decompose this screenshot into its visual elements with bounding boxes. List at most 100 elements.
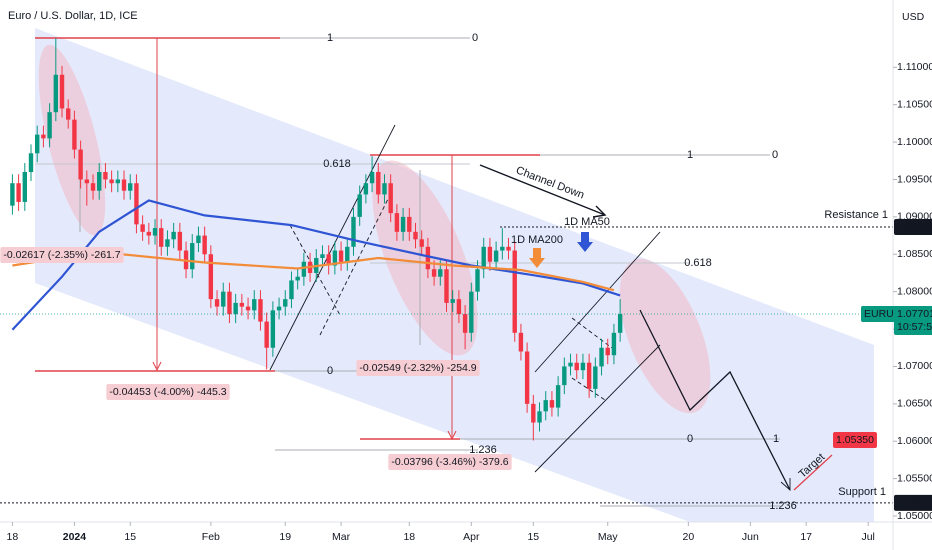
candle-body: [444, 269, 449, 303]
channel-line: [319, 194, 391, 336]
candle-body: [159, 228, 164, 247]
drawings: [35, 28, 874, 522]
candle-body: [388, 183, 393, 214]
measure-label-bg: [0, 247, 124, 263]
candle-body: [245, 306, 251, 311]
candle-body: [574, 362, 579, 371]
candle-body: [10, 183, 15, 206]
currency: USD: [902, 11, 925, 23]
candle-body: [593, 366, 598, 389]
y-tick-label: 1.06500: [897, 398, 932, 410]
y-tick-label: 1.07000: [897, 360, 932, 372]
candle-body: [90, 183, 96, 191]
last-price: 1.07701: [897, 308, 932, 320]
candle-body: [369, 172, 375, 184]
fib-label: 0: [772, 149, 778, 161]
candle-body: [295, 276, 300, 281]
x-tick-label: Mar: [332, 531, 351, 543]
chart-title: Euro / U.S. Dollar, 1D, ICE: [8, 10, 138, 22]
fib-label: 0: [327, 365, 333, 377]
candle-body: [351, 216, 356, 247]
y-tick-label: 1.10000: [897, 136, 932, 148]
candle-body: [109, 179, 114, 184]
candle-body: [605, 347, 610, 356]
measure-arrow: [447, 430, 457, 441]
y-tick-label: 1.05500: [897, 472, 932, 484]
candle-body: [326, 254, 331, 266]
candle-body: [338, 250, 344, 262]
candle-body: [140, 224, 145, 232]
candle-body: [438, 269, 443, 277]
support-label: Support 1: [838, 486, 886, 498]
candle-body: [152, 228, 158, 236]
candle-body: [121, 179, 127, 191]
candle-body: [16, 183, 21, 202]
candle-body: [59, 74, 65, 109]
measure-label: -0.02617 (-2.35%) -261.7: [3, 249, 120, 261]
candle-body: [568, 362, 573, 367]
candle-body: [28, 153, 34, 173]
support-price: 1.05175: [897, 497, 932, 509]
candle-body: [84, 179, 90, 184]
x-tick-label: 18: [403, 531, 415, 543]
fib-label: 0.618: [684, 257, 712, 269]
target-arrow: [793, 454, 833, 491]
y-tick-label: 1.08500: [897, 248, 932, 260]
x-tick-label: 18: [7, 531, 19, 543]
candle-body: [289, 280, 294, 300]
candle-body: [394, 213, 400, 232]
y-tick-label: 1.08000: [897, 285, 932, 297]
candle-body: [320, 254, 325, 259]
candle-body: [518, 332, 524, 352]
candle-body: [500, 246, 505, 251]
candle-body: [586, 362, 592, 389]
x-tick-label: Feb: [202, 531, 220, 543]
ma200-arrow: [529, 248, 545, 268]
candle-body: [382, 183, 387, 195]
target-price-bg: [833, 432, 877, 448]
measure-label: -0.04453 (-4.00%) -445.3: [109, 386, 226, 398]
candle-body: [456, 299, 462, 315]
candle-body: [165, 239, 170, 247]
price-axis: [893, 0, 932, 550]
fib-label: 1.236: [769, 500, 797, 512]
measure-label-bg: [388, 454, 512, 470]
candle-body: [462, 314, 468, 333]
candle-body: [47, 112, 52, 139]
x-tick-label: May: [598, 531, 619, 543]
series-label: 1D MA50: [564, 216, 610, 228]
channel-arrow: [479, 164, 606, 216]
y-tick-label: 1.10500: [897, 98, 932, 110]
countdown: 10:57:56: [897, 321, 932, 333]
x-tick-label: Apr: [463, 531, 480, 543]
candle-body: [72, 119, 77, 150]
candle-body: [301, 261, 307, 277]
candle-body: [221, 291, 226, 307]
fib-label: 1.236: [469, 444, 497, 456]
fib-label: 1: [773, 433, 779, 445]
candle-body: [419, 239, 424, 247]
candle-body: [487, 246, 493, 262]
candle-body: [227, 291, 232, 315]
candle-body: [531, 403, 536, 423]
candle-body: [611, 332, 617, 356]
candle-body: [481, 246, 486, 270]
candle-body: [493, 250, 499, 262]
measure-arrow: [152, 361, 162, 372]
candle-body: [239, 302, 245, 307]
candle-body: [512, 250, 517, 333]
fib-label: 0.618: [323, 158, 351, 170]
candle-body: [177, 231, 183, 251]
candle-body: [617, 314, 623, 333]
projection-arrow: [780, 478, 791, 492]
candle-body: [78, 149, 83, 180]
candle-body: [537, 411, 542, 423]
x-tick-label: 2024: [63, 531, 87, 543]
channel-line: [534, 344, 661, 473]
y-tick-label: 1.11000: [897, 61, 932, 73]
x-tick-label: 20: [683, 531, 695, 543]
ellipse: [372, 160, 478, 356]
candle-body: [214, 299, 220, 307]
resistance-price: 1.08865: [897, 221, 932, 233]
